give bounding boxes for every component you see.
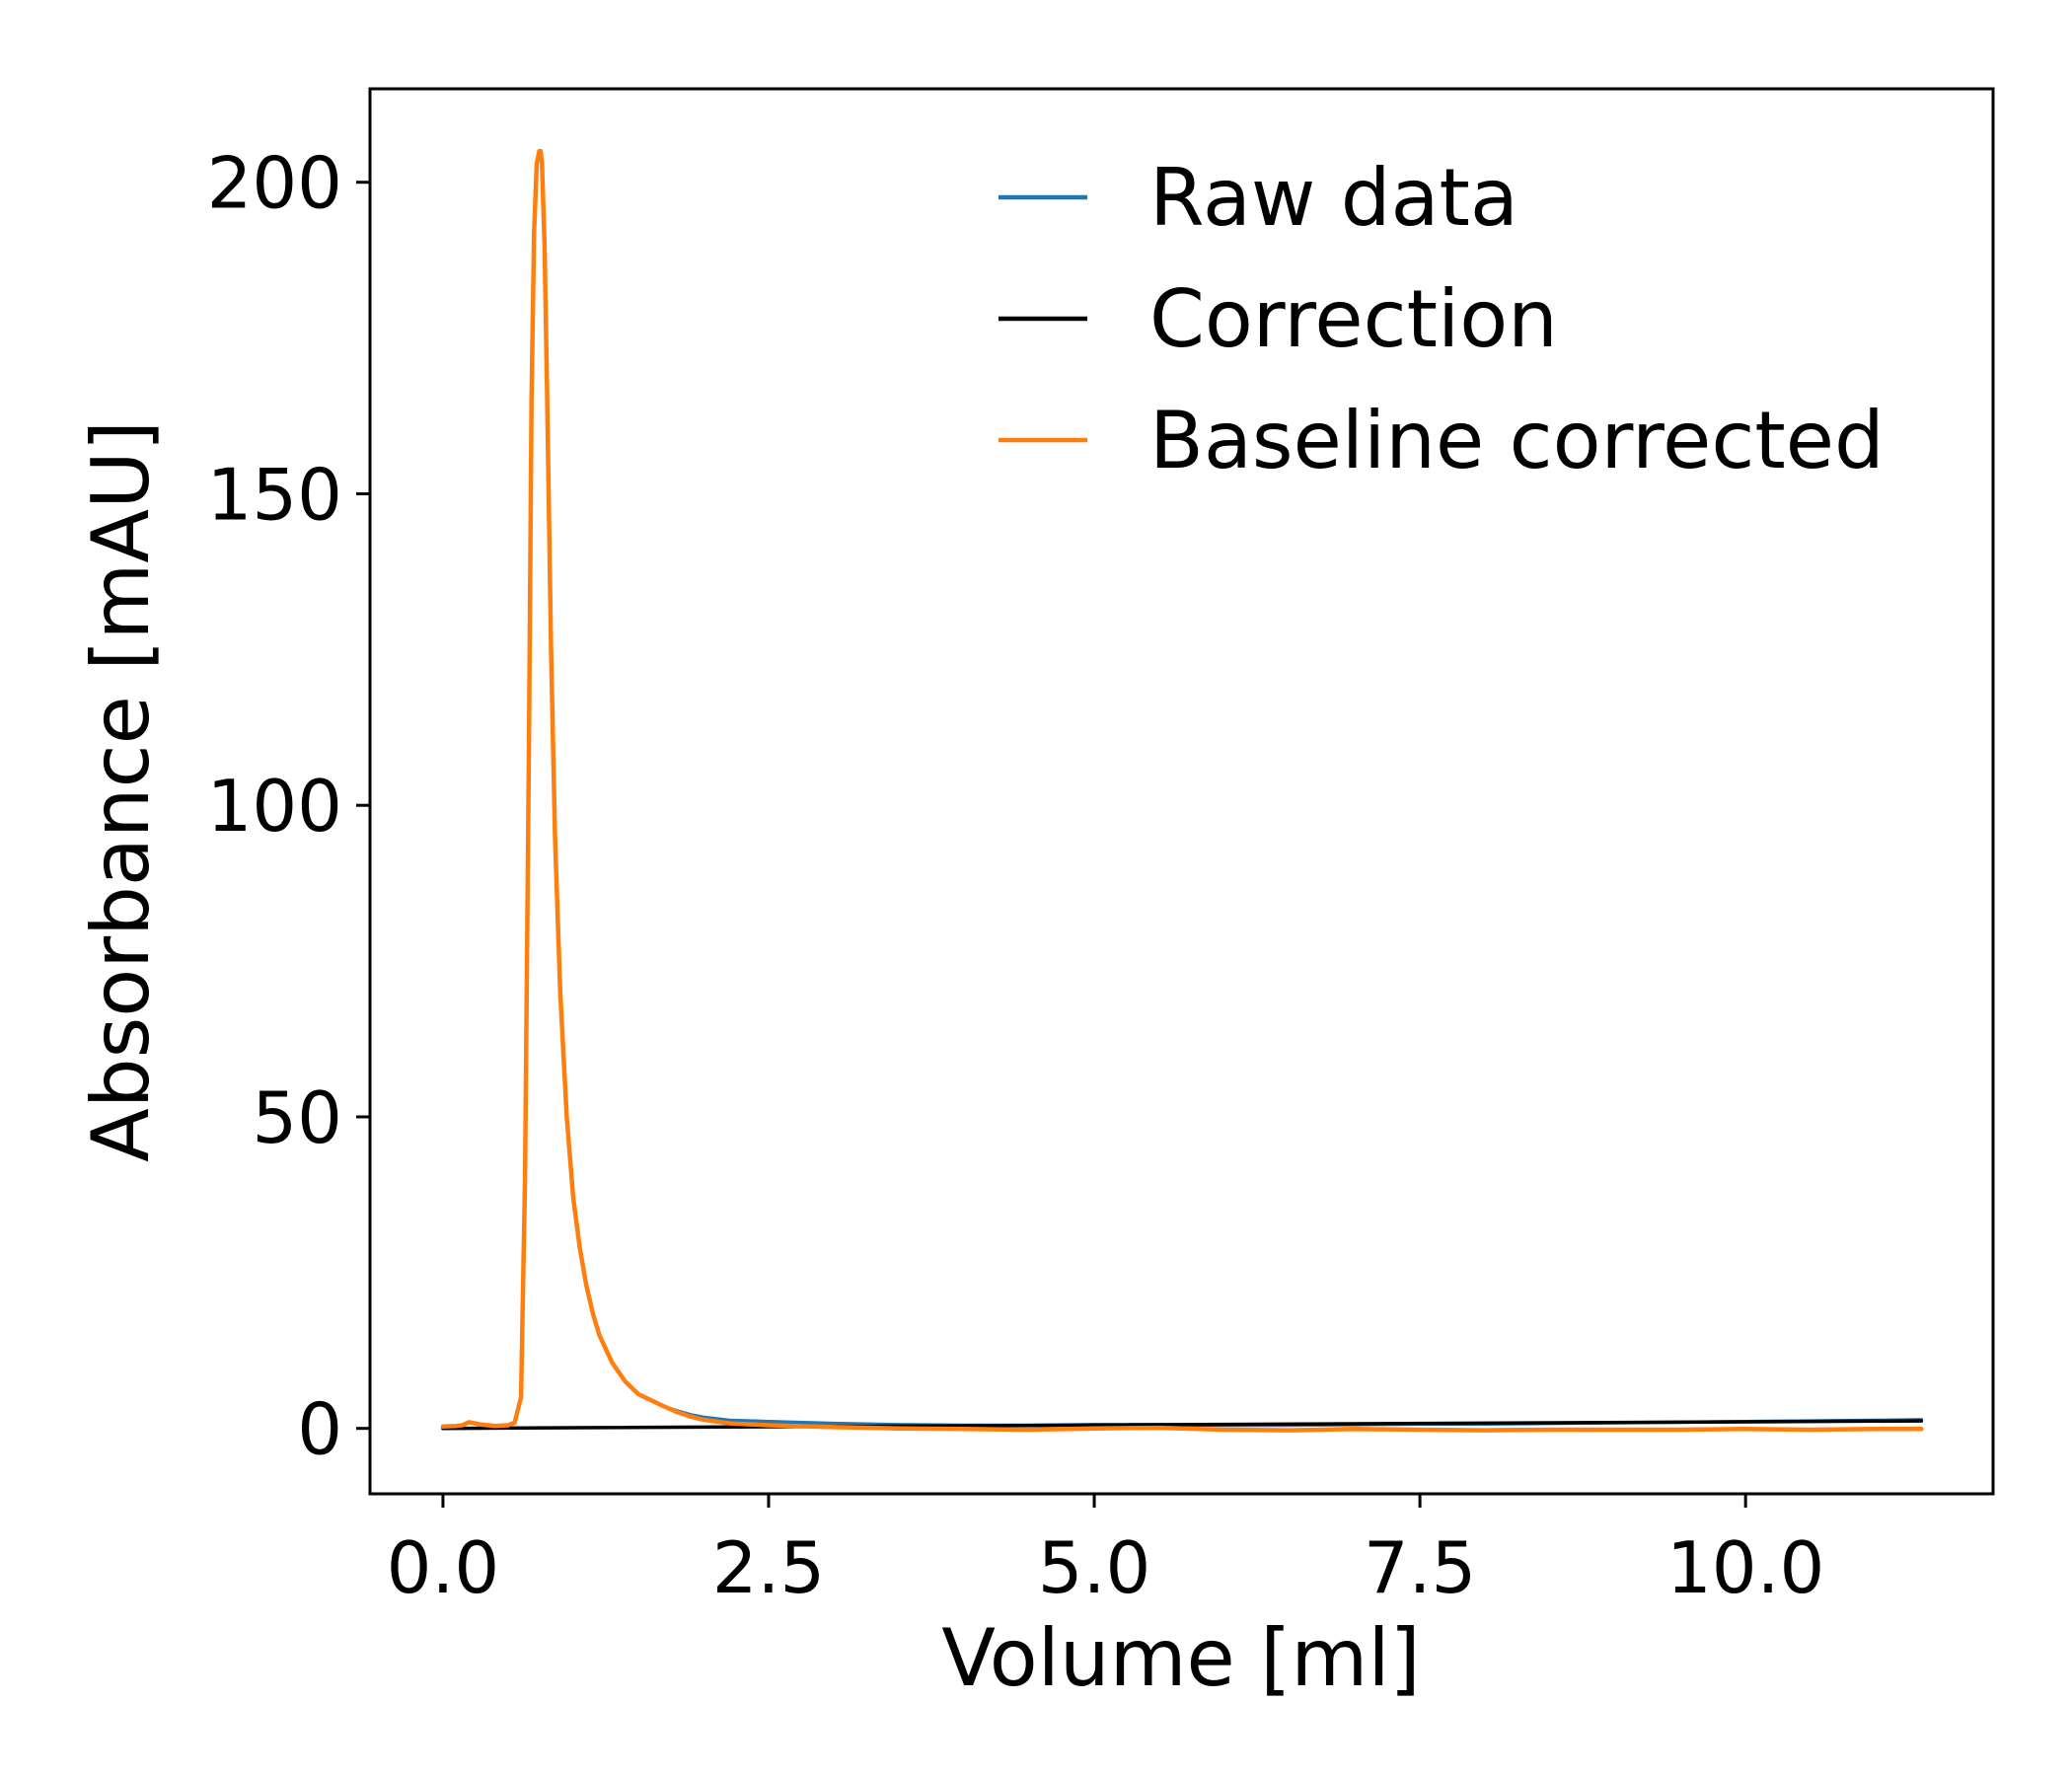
y-tick-label: 150 [207,453,342,536]
x-tick-label: 7.5 [1364,1526,1477,1609]
y-tick-label: 200 [207,142,342,225]
x-tick-label: 2.5 [712,1526,826,1609]
legend-label: Correction [1149,273,1558,365]
legend-label: Raw data [1149,152,1518,244]
legend: Raw data Correction Baseline corrected [999,152,1885,486]
y-tick-label: 100 [207,765,342,848]
legend-label: Baseline corrected [1149,395,1885,486]
series-layer [440,148,1924,1433]
y-axis-title: Absorbance [mAU] [75,420,167,1162]
series-line-correction [441,1419,1924,1431]
ticks: 0.0 2.5 5.0 7.5 10.0 0 50 100 150 200 [207,142,1825,1609]
x-axis-title: Volume [ml] [941,1612,1421,1704]
x-tick-label: 0.0 [387,1526,500,1609]
x-tick-label: 10.0 [1666,1526,1824,1609]
y-tick-label: 50 [252,1076,342,1159]
plot-frame [368,87,1995,1496]
x-tick-label: 5.0 [1038,1526,1151,1609]
series-line-baseline-corrected [440,148,1924,1433]
y-tick-label: 0 [297,1388,342,1471]
